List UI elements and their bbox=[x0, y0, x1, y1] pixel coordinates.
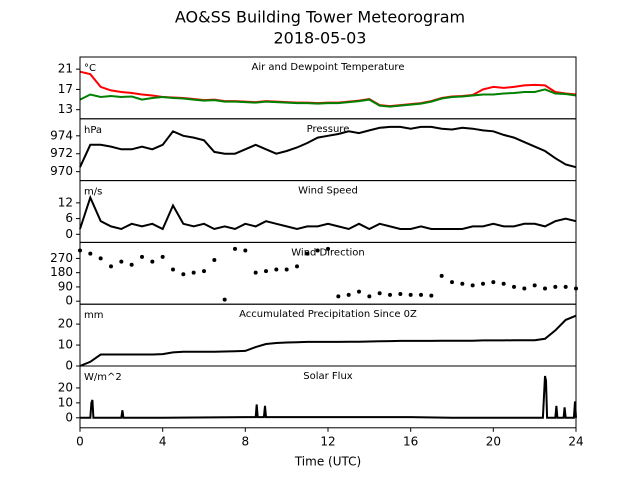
y-tick-label: 6 bbox=[65, 211, 73, 225]
y-tick-label: 12 bbox=[58, 195, 73, 209]
data-point bbox=[419, 292, 423, 297]
y-tick-label: 972 bbox=[50, 146, 73, 160]
series-line bbox=[79, 88, 577, 108]
data-point bbox=[408, 292, 413, 297]
panel-title: Solar Flux bbox=[303, 371, 353, 382]
data-point bbox=[119, 259, 124, 264]
data-point bbox=[202, 269, 206, 274]
data-point bbox=[171, 267, 175, 272]
series-line bbox=[80, 375, 577, 419]
y-tick-label: 974 bbox=[50, 128, 73, 142]
data-point bbox=[191, 270, 196, 275]
data-point bbox=[357, 289, 361, 294]
data-point bbox=[512, 284, 516, 289]
unit-label: hPa bbox=[84, 125, 102, 136]
panel-title: Wind Speed bbox=[298, 186, 358, 197]
data-point bbox=[274, 267, 279, 272]
unit-label: °C bbox=[84, 63, 96, 74]
data-point bbox=[212, 257, 217, 262]
chart-subtitle: 2018-05-03 bbox=[274, 29, 367, 48]
panel-title: Wind Direction bbox=[291, 247, 365, 258]
panel-frame bbox=[79, 365, 577, 429]
y-tick-label: 180 bbox=[50, 265, 73, 279]
data-point bbox=[160, 254, 165, 259]
x-tick-label: 4 bbox=[159, 434, 167, 448]
y-tick-label: 0 bbox=[65, 227, 73, 241]
data-point bbox=[181, 272, 186, 277]
data-point bbox=[470, 283, 475, 288]
chart-title: AO&SS Building Tower Meteorogram bbox=[175, 8, 465, 27]
data-point bbox=[491, 280, 496, 285]
y-tick-label: 10 bbox=[58, 338, 73, 352]
data-point bbox=[522, 286, 527, 291]
y-tick-label: 21 bbox=[58, 62, 73, 76]
y-tick-label: 0 bbox=[65, 294, 73, 308]
data-point bbox=[501, 281, 506, 286]
unit-label: m/s bbox=[84, 187, 102, 198]
data-point bbox=[481, 281, 485, 286]
data-point bbox=[233, 246, 237, 251]
data-point bbox=[450, 280, 454, 285]
data-point bbox=[98, 256, 103, 261]
data-point bbox=[367, 294, 372, 299]
data-point bbox=[532, 283, 537, 288]
series-line bbox=[79, 314, 577, 367]
data-point bbox=[243, 248, 248, 253]
data-point bbox=[377, 291, 382, 296]
data-point bbox=[439, 273, 444, 278]
y-tick-label: 0 bbox=[65, 359, 73, 373]
unit-label: W/m^2 bbox=[84, 372, 122, 383]
data-point bbox=[460, 281, 465, 286]
panel-title: Accumulated Precipitation Since 0Z bbox=[239, 309, 417, 320]
data-point bbox=[140, 254, 144, 259]
data-point bbox=[388, 292, 392, 297]
x-tick-label: 8 bbox=[242, 434, 250, 448]
x-tick-label: 24 bbox=[568, 434, 583, 448]
data-point bbox=[305, 251, 310, 256]
data-point bbox=[346, 292, 351, 297]
y-tick-label: 970 bbox=[50, 164, 73, 178]
data-point bbox=[336, 294, 341, 299]
x-tick-label: 0 bbox=[76, 434, 84, 448]
data-point bbox=[150, 259, 155, 264]
data-point bbox=[109, 264, 113, 269]
y-tick-label: 90 bbox=[58, 279, 73, 293]
x-tick-label: 20 bbox=[486, 434, 501, 448]
series-line bbox=[79, 70, 577, 108]
data-point bbox=[129, 262, 134, 267]
data-point bbox=[398, 292, 403, 297]
x-axis-label: Time (UTC) bbox=[294, 454, 361, 468]
data-point bbox=[253, 270, 258, 275]
data-point bbox=[222, 297, 227, 302]
y-tick-label: 10 bbox=[58, 395, 73, 409]
y-tick-label: 17 bbox=[58, 82, 73, 96]
y-tick-label: 13 bbox=[58, 102, 73, 116]
data-point bbox=[295, 264, 299, 269]
data-point bbox=[264, 269, 268, 274]
panel-title: Air and Dewpoint Temperature bbox=[252, 62, 405, 73]
y-tick-label: 20 bbox=[58, 317, 73, 331]
panel-title: Pressure bbox=[307, 124, 350, 135]
data-point bbox=[429, 293, 434, 298]
data-point bbox=[553, 284, 558, 289]
x-tick-label: 12 bbox=[320, 434, 335, 448]
data-point bbox=[326, 246, 330, 251]
y-tick-label: 0 bbox=[65, 410, 73, 424]
data-point bbox=[284, 267, 289, 272]
y-tick-label: 20 bbox=[58, 380, 73, 394]
x-tick-label: 16 bbox=[403, 434, 418, 448]
y-tick-label: 270 bbox=[50, 251, 73, 265]
series-line bbox=[79, 194, 577, 231]
data-point bbox=[543, 286, 547, 291]
data-point bbox=[563, 284, 568, 289]
data-point bbox=[315, 248, 320, 253]
data-point bbox=[88, 251, 93, 256]
series-line bbox=[79, 125, 577, 169]
unit-label: mm bbox=[84, 310, 103, 321]
